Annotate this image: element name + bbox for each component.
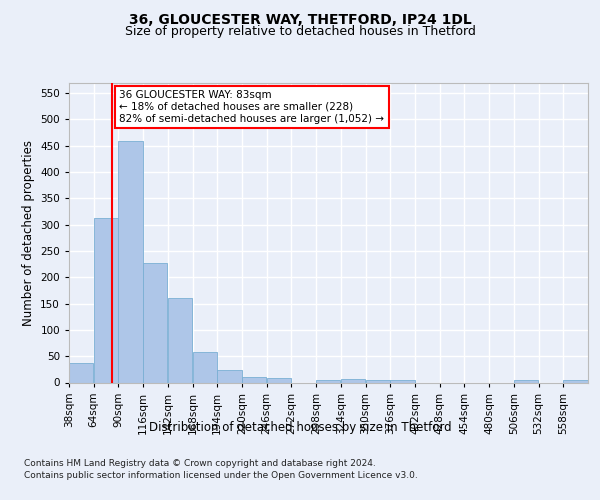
Text: 36, GLOUCESTER WAY, THETFORD, IP24 1DL: 36, GLOUCESTER WAY, THETFORD, IP24 1DL: [128, 12, 472, 26]
Text: Contains public sector information licensed under the Open Government Licence v3: Contains public sector information licen…: [24, 471, 418, 480]
Bar: [316, 380, 340, 382]
Bar: [242, 377, 266, 382]
Bar: [168, 298, 192, 382]
Bar: [365, 380, 390, 382]
Bar: [94, 218, 118, 382]
Bar: [69, 362, 94, 382]
Text: Contains HM Land Registry data © Crown copyright and database right 2024.: Contains HM Land Registry data © Crown c…: [24, 458, 376, 468]
Y-axis label: Number of detached properties: Number of detached properties: [22, 140, 35, 326]
Bar: [118, 142, 143, 382]
Bar: [514, 380, 538, 382]
Text: Size of property relative to detached houses in Thetford: Size of property relative to detached ho…: [125, 25, 475, 38]
Bar: [267, 378, 291, 382]
Bar: [193, 352, 217, 382]
Text: 36 GLOUCESTER WAY: 83sqm
← 18% of detached houses are smaller (228)
82% of semi-: 36 GLOUCESTER WAY: 83sqm ← 18% of detach…: [119, 90, 385, 124]
Bar: [390, 380, 415, 382]
Bar: [143, 262, 167, 382]
Text: Distribution of detached houses by size in Thetford: Distribution of detached houses by size …: [149, 421, 451, 434]
Bar: [217, 370, 242, 382]
Bar: [563, 380, 587, 382]
Bar: [341, 380, 365, 382]
